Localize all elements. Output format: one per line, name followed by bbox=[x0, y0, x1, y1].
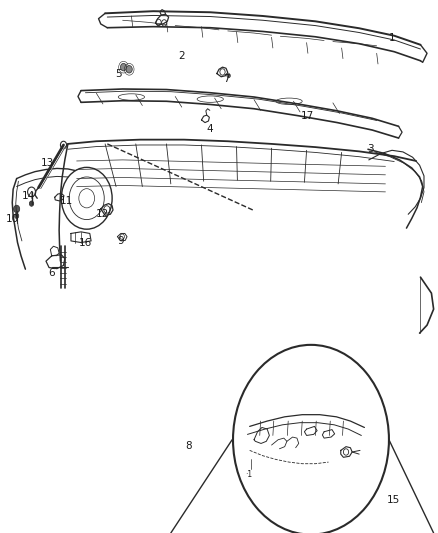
Text: 11: 11 bbox=[60, 197, 73, 206]
Text: 10: 10 bbox=[6, 214, 19, 223]
Text: 12: 12 bbox=[96, 209, 110, 219]
Text: 9: 9 bbox=[117, 236, 124, 246]
Circle shape bbox=[29, 201, 34, 206]
Text: 6: 6 bbox=[48, 268, 55, 278]
Text: ·1: ·1 bbox=[245, 470, 252, 479]
Text: 5: 5 bbox=[115, 69, 122, 78]
Text: 16: 16 bbox=[79, 238, 92, 247]
Text: 13: 13 bbox=[41, 158, 54, 167]
Text: 14: 14 bbox=[22, 191, 35, 201]
Circle shape bbox=[14, 205, 20, 213]
Text: 8: 8 bbox=[185, 441, 192, 451]
Text: 17: 17 bbox=[301, 111, 314, 121]
Text: 1: 1 bbox=[389, 34, 396, 43]
Circle shape bbox=[120, 63, 127, 71]
Circle shape bbox=[126, 66, 132, 73]
Text: 2: 2 bbox=[178, 51, 185, 61]
Text: 4: 4 bbox=[206, 124, 213, 134]
Text: 7: 7 bbox=[223, 74, 230, 84]
Text: 3: 3 bbox=[367, 144, 374, 154]
Circle shape bbox=[227, 74, 230, 78]
Text: 15: 15 bbox=[387, 495, 400, 505]
Circle shape bbox=[14, 213, 19, 219]
